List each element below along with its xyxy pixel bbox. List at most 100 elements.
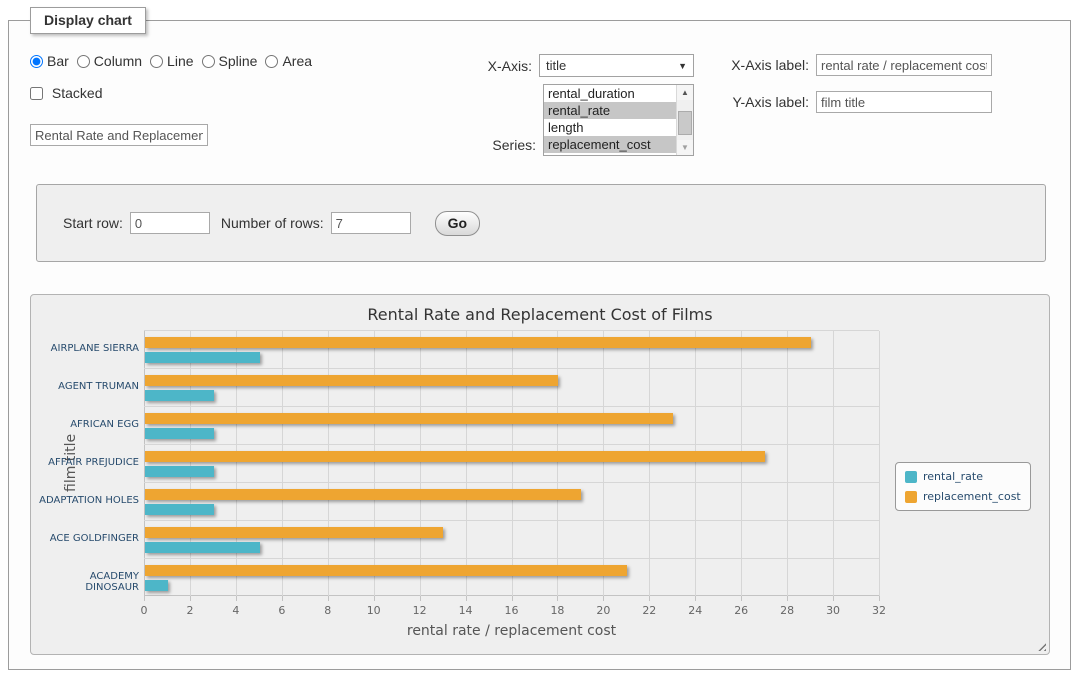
chart-title: Rental Rate and Replacement Cost of Film… <box>31 305 1049 324</box>
bar-replacement_cost <box>145 375 558 386</box>
category-row <box>144 445 879 483</box>
bar-rental_rate <box>145 390 214 401</box>
x-tick-label: 32 <box>872 604 886 617</box>
radio-label: Bar <box>47 53 69 69</box>
scrollbar-thumb[interactable] <box>678 111 692 135</box>
y-axis-label-label: Y-Axis label: <box>732 94 809 110</box>
series-list-label: Series: <box>492 137 536 153</box>
chart-x-axis-title: rental rate / replacement cost <box>144 623 879 639</box>
x-tick-label: 28 <box>780 604 794 617</box>
bar-replacement_cost <box>145 451 765 462</box>
x-tick-mark <box>512 596 513 601</box>
x-tick-mark <box>603 596 604 601</box>
go-button[interactable]: Go <box>435 211 480 236</box>
category-label: AIRPLANE SIERRA <box>35 343 139 354</box>
legend-item-replacement_cost[interactable]: replacement_cost <box>905 490 1021 503</box>
x-axis-label-input[interactable] <box>816 54 992 76</box>
category-label: AFFAIR PREJUDICE <box>35 457 139 468</box>
chart-type-option-column[interactable]: Column <box>77 53 142 69</box>
legend-label: replacement_cost <box>923 490 1021 503</box>
stacked-label: Stacked <box>52 85 103 101</box>
bar-rental_rate <box>145 580 168 591</box>
x-tick-label: 6 <box>278 604 285 617</box>
bar-rental_rate <box>145 542 260 553</box>
x-tick-label: 8 <box>324 604 331 617</box>
series-option-replacement_cost[interactable]: replacement_cost <box>544 136 676 153</box>
category-row <box>144 559 879 597</box>
x-tick-label: 30 <box>826 604 840 617</box>
chevron-down-icon: ▼ <box>678 61 687 71</box>
stacked-checkbox[interactable] <box>30 87 43 100</box>
category-row <box>144 331 879 369</box>
scroll-up-icon[interactable]: ▲ <box>677 85 693 100</box>
chart-type-option-area[interactable]: Area <box>265 53 312 69</box>
series-option-rental_duration[interactable]: rental_duration <box>544 85 676 102</box>
x-axis-select-value: title <box>546 58 566 73</box>
start-row-input[interactable] <box>130 212 210 234</box>
legend-item-rental_rate[interactable]: rental_rate <box>905 470 1021 483</box>
x-tick-mark <box>557 596 558 601</box>
category-label: AGENT TRUMAN <box>35 381 139 392</box>
x-tick-label: 10 <box>367 604 381 617</box>
x-tick-label: 18 <box>550 604 564 617</box>
radio-area[interactable] <box>265 55 278 68</box>
stacked-checkbox-row[interactable]: Stacked <box>30 85 102 101</box>
scroll-down-icon[interactable]: ▼ <box>677 140 693 155</box>
category-label: ACE GOLDFINGER <box>35 533 139 544</box>
radio-spline[interactable] <box>202 55 215 68</box>
x-tick-mark <box>649 596 650 601</box>
chart-type-option-bar[interactable]: Bar <box>30 53 69 69</box>
start-row-label: Start row: <box>63 215 123 231</box>
radio-column[interactable] <box>77 55 90 68</box>
chart-title-input[interactable] <box>30 124 208 146</box>
gridline <box>879 331 880 596</box>
bar-replacement_cost <box>145 565 627 576</box>
x-tick-label: 0 <box>141 604 148 617</box>
x-tick-label: 22 <box>642 604 656 617</box>
category-label: ADAPTATION HOLES <box>35 495 139 506</box>
bar-replacement_cost <box>145 489 581 500</box>
series-listbox[interactable]: rental_durationrental_ratelengthreplacem… <box>543 84 694 156</box>
resize-handle-icon[interactable] <box>1035 640 1046 651</box>
chart-type-option-line[interactable]: Line <box>150 53 193 69</box>
radio-label: Area <box>282 53 312 69</box>
category-label: AFRICAN EGG <box>35 419 139 430</box>
bar-replacement_cost <box>145 527 443 538</box>
y-axis-label-input[interactable] <box>816 91 992 113</box>
panel-legend: Display chart <box>30 7 146 34</box>
bar-rental_rate <box>145 352 260 363</box>
plot-area <box>144 330 879 596</box>
legend-swatch <box>905 491 917 503</box>
series-option-length[interactable]: length <box>544 119 676 136</box>
category-row <box>144 521 879 559</box>
bar-rental_rate <box>145 504 214 515</box>
x-tick-label: 4 <box>232 604 239 617</box>
radio-line[interactable] <box>150 55 163 68</box>
chart-container: Rental Rate and Replacement Cost of Film… <box>30 294 1050 655</box>
legend-label: rental_rate <box>923 470 983 483</box>
bar-rental_rate <box>145 428 214 439</box>
x-tick-mark <box>328 596 329 601</box>
legend-swatch <box>905 471 917 483</box>
category-row <box>144 407 879 445</box>
number-of-rows-label: Number of rows: <box>221 215 324 231</box>
x-tick-mark <box>466 596 467 601</box>
series-listbox-scrollbar[interactable]: ▲ ▼ <box>676 85 693 155</box>
x-tick-mark <box>236 596 237 601</box>
x-axis-label-label: X-Axis label: <box>731 57 809 73</box>
radio-bar[interactable] <box>30 55 43 68</box>
series-option-rental_rate[interactable]: rental_rate <box>544 102 676 119</box>
chart-legend: rental_rate replacement_cost <box>895 462 1031 511</box>
x-tick-label: 24 <box>688 604 702 617</box>
x-tick-label: 20 <box>596 604 610 617</box>
x-axis-select[interactable]: title ▼ <box>539 54 694 77</box>
category-row <box>144 483 879 521</box>
x-tick-mark <box>282 596 283 601</box>
number-of-rows-input[interactable] <box>331 212 411 234</box>
category-label: ACADEMY DINOSAUR <box>35 571 139 593</box>
x-tick-mark <box>695 596 696 601</box>
chart-type-option-spline[interactable]: Spline <box>202 53 258 69</box>
bar-replacement_cost <box>145 413 673 424</box>
x-tick-mark <box>374 596 375 601</box>
radio-label: Column <box>94 53 142 69</box>
